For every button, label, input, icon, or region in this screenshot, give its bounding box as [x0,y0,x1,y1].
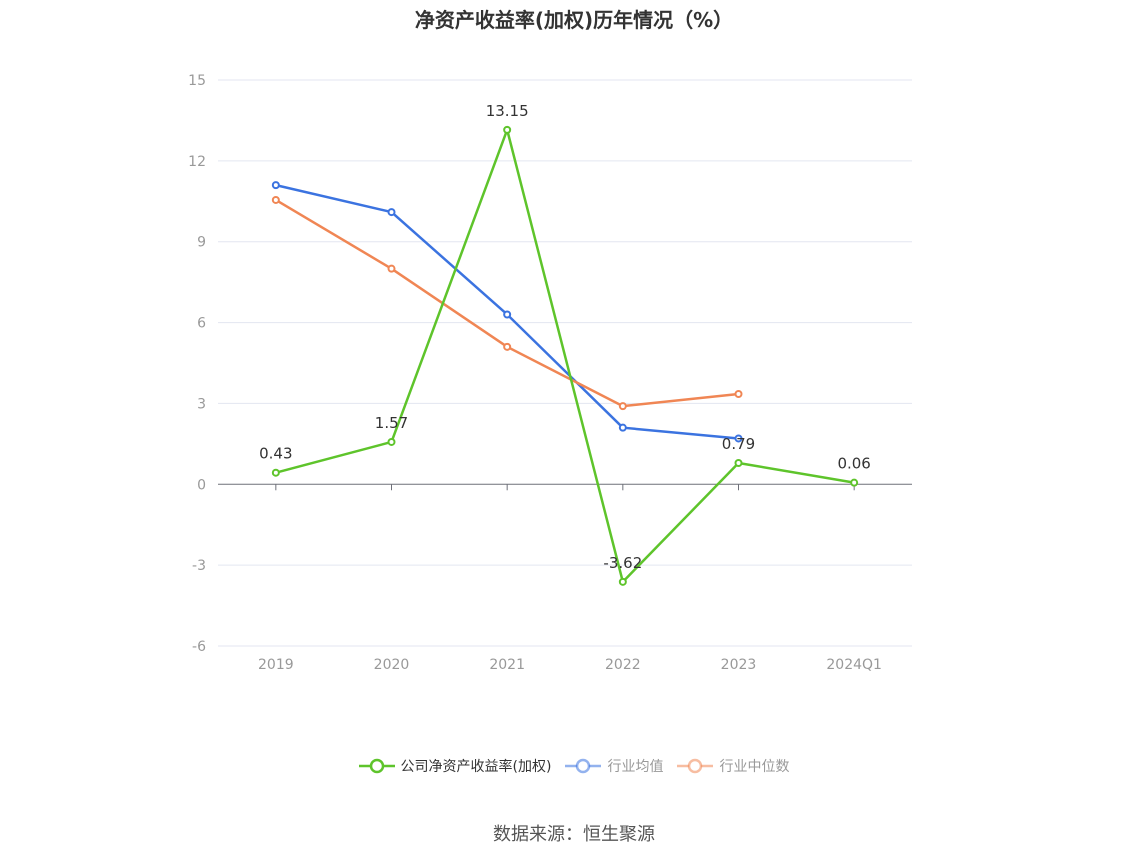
legend-item[interactable]: 行业中位数 [677,756,789,776]
y-tick-label: 12 [188,154,206,170]
legend: 公司净资产收益率(加权) 行业均值 行业中位数 [0,756,1148,776]
data-point [503,310,512,319]
legend-swatch-icon [358,758,395,774]
data-label: 0.79 [722,435,755,453]
data-point [618,577,627,586]
legend-marker [369,758,384,774]
data-point [503,342,512,351]
data-point [618,423,627,432]
legend-item[interactable]: 公司净资产收益率(加权) [358,756,552,776]
legend-swatch-icon [677,758,714,774]
data-point [618,402,627,411]
legend-label: 行业均值 [607,759,664,775]
legend-marker [688,758,703,774]
data-point [271,195,280,204]
legend-marker [576,758,591,774]
data-point [387,264,396,273]
data-point [387,208,396,217]
x-tick-label: 2023 [721,657,757,673]
data-point [271,468,280,477]
chart-title: 净资产收益率(加权)历年情况（%） [414,8,734,32]
series-line [275,198,739,408]
data-label: -3.62 [603,554,642,572]
data-label: 0.06 [837,455,870,473]
series-group [271,125,859,586]
data-label: 1.57 [375,414,408,432]
x-tick-label: 2019 [258,657,294,673]
x-tick-label: 2021 [489,657,525,673]
data-point [271,181,280,190]
data-point [387,437,396,446]
legend-swatch-icon [565,758,602,774]
x-tick-label: 2024Q1 [826,657,882,673]
y-axis: -6 -3 0 3 6 9 12 15 [188,73,206,655]
y-tick-label: -6 [192,639,206,655]
data-labels: 0.43 1.57 13.15 -3.62 0.79 0.06 [259,102,871,572]
series-line [275,128,855,584]
x-tick-label: 2022 [605,657,641,673]
y-tick-label: 9 [197,235,206,251]
y-tick-label: 6 [197,316,206,332]
data-point [503,125,512,134]
y-tick-label: 3 [197,396,206,412]
y-tick-label: 0 [197,477,206,493]
legend-item[interactable]: 行业均值 [565,756,663,776]
data-point [734,389,743,398]
grid-lines [218,79,912,647]
y-tick-label: -3 [192,558,206,574]
data-point [850,478,859,487]
legend-label: 行业中位数 [719,759,790,775]
y-tick-label: 15 [188,73,206,89]
data-label: 0.43 [259,445,292,463]
data-point [734,458,743,467]
legend-label: 公司净资产收益率(加权) [400,759,552,775]
x-tick-label: 2020 [374,657,410,673]
x-axis: 2019 2020 2021 2022 2023 2024Q1 [218,483,912,673]
data-point [734,434,743,443]
data-label: 13.15 [486,102,529,120]
data-source-note: 数据来源：恒生聚源 [493,824,655,845]
